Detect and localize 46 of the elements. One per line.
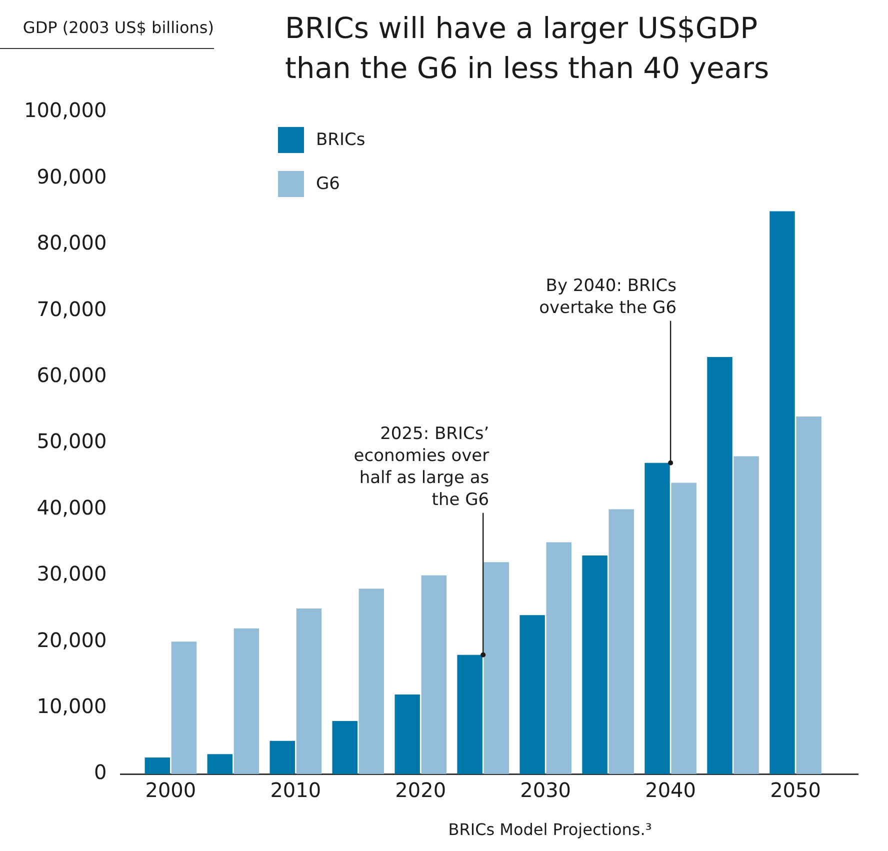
bar (270, 740, 295, 774)
bar (707, 356, 732, 774)
x-tick-label: 2040 (645, 778, 696, 802)
text: BRICs Model Projections.³ (447, 820, 653, 839)
bar (484, 562, 509, 774)
bar (546, 542, 572, 774)
bar (582, 556, 608, 774)
y-tick-label: 70,000 (36, 296, 107, 321)
bar (207, 754, 233, 774)
x-tick-label: 2030 (520, 778, 572, 802)
bar (358, 588, 384, 774)
bar (770, 211, 795, 774)
bar (394, 694, 420, 774)
bar (457, 654, 482, 774)
legend-label: G6 (316, 174, 340, 194)
y-tick-label: 40,000 (36, 495, 107, 520)
chart-title: BRICs will have a larger US$GDP than the G6 in less than 40 years (285, 10, 770, 87)
y-tick-label: 10,000 (36, 694, 107, 718)
y-tick-label: 100,000 (24, 98, 107, 122)
bar (671, 482, 696, 774)
y-tick-label: 20,000 (36, 628, 107, 652)
bar (234, 628, 260, 774)
bar (332, 721, 358, 774)
bar (520, 615, 545, 774)
x-tick-label: 2050 (770, 778, 821, 802)
bar (421, 575, 447, 774)
bar (296, 608, 322, 774)
y-tick-label: 0 (94, 760, 107, 784)
y-tick-label: 30,000 (36, 562, 107, 586)
y-tick-label: 90,000 (36, 164, 107, 188)
y-axis-title: GDP (2003 US$ billions) (0, 14, 214, 49)
annotation: 2025: BRICs’ economies over half as large as the G6 (354, 424, 490, 510)
x-tick-label: 2000 (145, 778, 196, 802)
y-tick-label: 50,000 (36, 429, 107, 454)
bar (644, 462, 670, 774)
y-tick-label: 80,000 (36, 230, 107, 255)
bar (796, 416, 822, 774)
annotation: By 2040: BRICs overtake the G6 (539, 276, 677, 318)
bar (734, 456, 759, 774)
bar (171, 642, 197, 774)
bar (144, 757, 170, 774)
legend-label: BRICs (316, 130, 366, 150)
y-tick-label: 60,000 (36, 363, 107, 388)
x-tick-label: 2010 (270, 778, 322, 802)
x-tick-label: 2020 (395, 778, 446, 802)
bar (608, 509, 634, 774)
